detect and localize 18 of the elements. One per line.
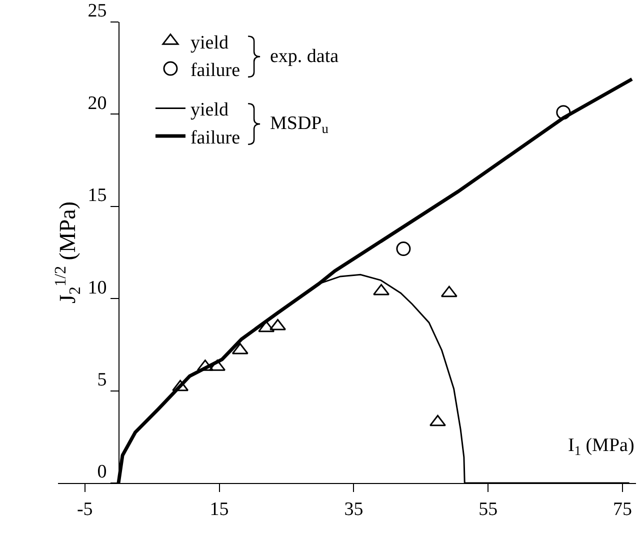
x-tick-label: 15	[210, 498, 229, 520]
legend-label: yield	[190, 32, 229, 54]
legend-label: failure	[190, 60, 240, 81]
annotation: MSDP$_{u}$	[270, 113, 329, 136]
x-tick-label: 75	[613, 498, 632, 520]
y-tick-label: 5	[97, 369, 107, 390]
y-tick-label: 15	[88, 185, 107, 206]
y-tick-label: 20	[88, 92, 107, 114]
x-tick-label: 55	[478, 498, 498, 520]
x-axis-title: I$_{1}$ (MPa)	[568, 435, 634, 458]
y-tick-label: 10	[88, 277, 107, 298]
legend-label: yield	[190, 100, 229, 121]
annotation: exp. data	[270, 46, 340, 67]
x-tick-label: 35	[344, 498, 364, 520]
x-tick-label: -5	[76, 498, 93, 520]
y-tick-label: 0	[97, 462, 107, 483]
y-tick-label: 25	[88, 0, 107, 22]
legend-label: failure	[190, 127, 240, 148]
